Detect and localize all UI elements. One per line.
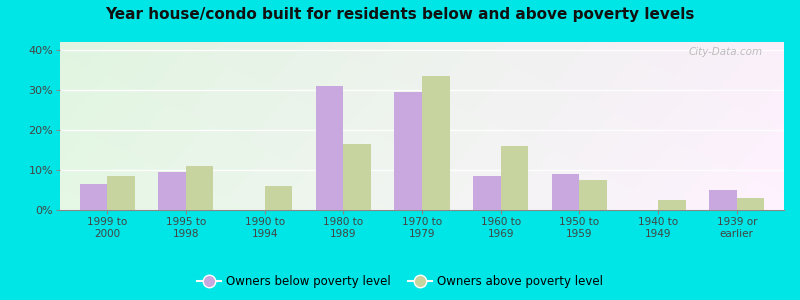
Bar [107,176,134,210]
Bar [343,144,371,210]
Bar [473,176,501,210]
Bar [737,198,764,210]
Text: City-Data.com: City-Data.com [688,47,762,57]
Bar [265,186,292,210]
Bar [501,146,528,210]
Bar [186,166,214,210]
Bar [422,76,450,210]
Bar [158,172,186,210]
Bar [316,86,343,210]
Bar [80,184,107,210]
Bar [394,92,422,210]
Bar [552,174,579,210]
Legend: Owners below poverty level, Owners above poverty level: Owners below poverty level, Owners above… [193,270,607,292]
Text: Year house/condo built for residents below and above poverty levels: Year house/condo built for residents bel… [106,8,694,22]
Bar [658,200,686,210]
Bar [579,180,607,210]
Bar [710,190,737,210]
